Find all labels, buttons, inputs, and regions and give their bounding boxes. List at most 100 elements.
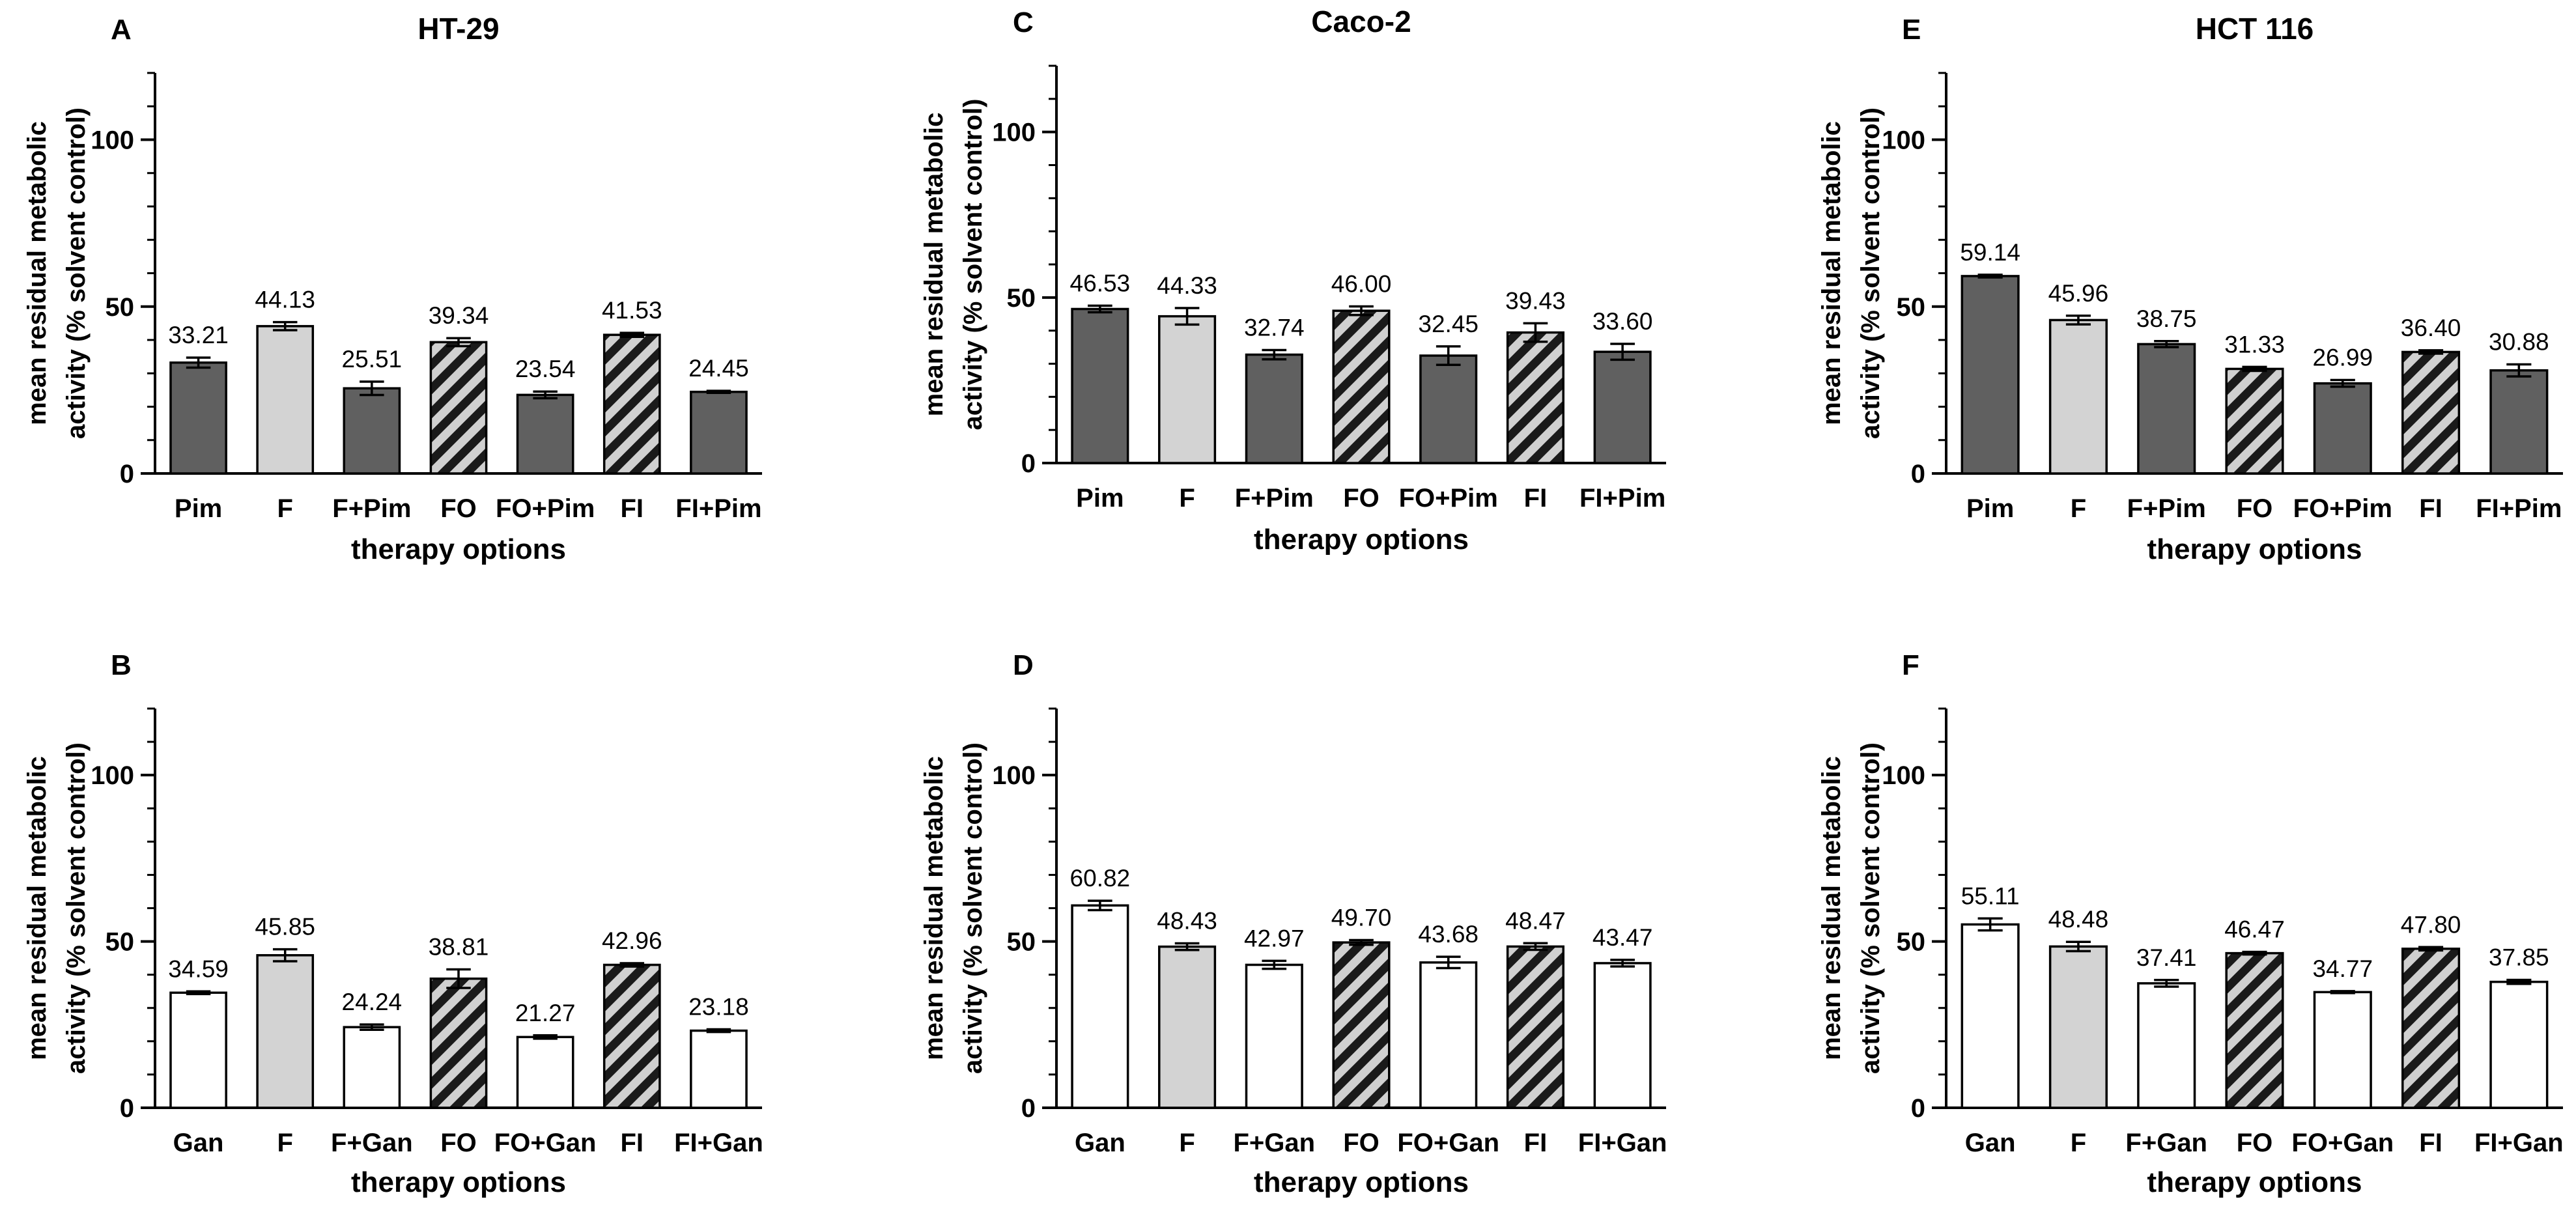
x-tick-label-e-3: F+Pim bbox=[2127, 494, 2206, 523]
bar-f-1 bbox=[1960, 923, 2020, 1109]
data-label-f-4: 46.47 bbox=[2224, 916, 2285, 943]
x-tick-label-d-3: F+Gan bbox=[1233, 1129, 1315, 1157]
bar-b-3 bbox=[343, 1026, 401, 1109]
y-tick-label-a-100: 100 bbox=[91, 126, 134, 155]
y-tick-label-f-50: 50 bbox=[1897, 928, 1926, 957]
bar-d-4 bbox=[1332, 941, 1391, 1109]
x-tick-label-a-5: FO+Pim bbox=[496, 494, 595, 523]
x-tick-label-f-3: F+Gan bbox=[2125, 1129, 2207, 1157]
x-tick-label-f-4: FO bbox=[2237, 1129, 2273, 1157]
data-label-e-6: 36.40 bbox=[2401, 315, 2461, 341]
x-tick-label-f-7: FI+Gan bbox=[2474, 1129, 2564, 1157]
data-label-d-3: 42.97 bbox=[1244, 925, 1305, 951]
data-label-f-1: 55.11 bbox=[1961, 882, 2020, 909]
bar-f-2 bbox=[2048, 945, 2108, 1109]
y-tick-label-d-50: 50 bbox=[1007, 928, 1036, 957]
x-tick-label-b-4: FO bbox=[440, 1129, 477, 1157]
y-tick-label-b-100: 100 bbox=[91, 761, 134, 790]
data-label-b-2: 45.85 bbox=[255, 914, 315, 940]
x-tick-label-d-4: FO bbox=[1343, 1129, 1380, 1157]
panel-letter-a: A bbox=[111, 14, 132, 46]
panel-letter-d: D bbox=[1013, 649, 1034, 681]
data-label-d-5: 43.68 bbox=[1418, 921, 1479, 948]
data-label-e-4: 31.33 bbox=[2224, 331, 2285, 358]
x-tick-label-e-5: FO+Pim bbox=[2293, 494, 2392, 523]
y-axis-label-b-line-1: mean residual metabolic bbox=[23, 756, 51, 1060]
y-tick-label-e-0: 0 bbox=[1911, 460, 1925, 488]
y-tick-label-f-100: 100 bbox=[1882, 761, 1925, 790]
x-tick-label-c-2: F bbox=[1179, 484, 1195, 513]
bar-e-4 bbox=[2225, 367, 2284, 475]
data-label-f-3: 37.41 bbox=[2136, 944, 2197, 971]
data-label-a-6: 41.53 bbox=[602, 297, 662, 324]
x-tick-label-c-4: FO bbox=[1343, 484, 1380, 513]
bar-f-5 bbox=[2313, 991, 2372, 1109]
bar-d-2 bbox=[1158, 945, 1217, 1109]
chart-title-a: HT-29 bbox=[418, 12, 499, 46]
bar-b-5 bbox=[516, 1035, 574, 1109]
bar-a-6 bbox=[602, 333, 661, 475]
bar-a-1 bbox=[169, 361, 227, 475]
bar-e-2 bbox=[2048, 318, 2108, 475]
x-axis-label-c: therapy options bbox=[1254, 524, 1469, 556]
y-tick-label-c-50: 50 bbox=[1007, 284, 1036, 313]
data-label-b-6: 42.96 bbox=[602, 927, 662, 954]
x-tick-label-f-6: FI bbox=[2419, 1129, 2442, 1157]
x-tick-label-d-1: Gan bbox=[1075, 1129, 1125, 1157]
bar-b-7 bbox=[690, 1029, 748, 1109]
bar-d-5 bbox=[1419, 961, 1478, 1109]
data-label-e-5: 26.99 bbox=[2312, 345, 2373, 371]
bar-d-6 bbox=[1506, 945, 1564, 1109]
x-tick-label-f-1: Gan bbox=[1965, 1129, 2016, 1157]
data-label-d-4: 49.70 bbox=[1331, 905, 1392, 931]
data-label-e-3: 38.75 bbox=[2136, 305, 2197, 332]
x-tick-label-c-5: FO+Pim bbox=[1399, 484, 1498, 513]
data-label-c-5: 32.45 bbox=[1418, 311, 1479, 337]
data-label-e-7: 30.88 bbox=[2489, 329, 2549, 356]
data-label-b-4: 38.81 bbox=[429, 933, 489, 960]
y-axis-label-d-line-1: mean residual metabolic bbox=[920, 756, 948, 1060]
bar-d-7 bbox=[1593, 962, 1652, 1109]
y-axis-label-a-line-1: mean residual metabolic bbox=[23, 121, 51, 425]
data-label-f-2: 48.48 bbox=[2048, 906, 2109, 933]
chart-title-e: HCT 116 bbox=[2196, 12, 2314, 46]
bar-f-3 bbox=[2137, 982, 2196, 1109]
x-tick-label-d-7: FI+Gan bbox=[1578, 1129, 1667, 1157]
panel-a: A HT-29 mean residual metabolic activity (%… bbox=[23, 12, 762, 565]
x-tick-label-d-6: FI bbox=[1524, 1129, 1548, 1157]
data-label-c-6: 39.43 bbox=[1505, 287, 1566, 314]
data-label-a-7: 24.45 bbox=[688, 355, 749, 382]
bar-b-2 bbox=[256, 954, 315, 1109]
panel-letter-b: B bbox=[111, 649, 132, 681]
data-label-d-7: 43.47 bbox=[1592, 924, 1653, 951]
data-label-a-1: 33.21 bbox=[168, 322, 229, 348]
y-axis-label-f-line-1: mean residual metabolic bbox=[1817, 756, 1846, 1060]
x-tick-label-a-4: FO bbox=[440, 494, 477, 523]
y-axis-label-c-line-2: activity (% solvent control) bbox=[959, 99, 987, 430]
y-axis-label-f-line-2: activity (% solvent control) bbox=[1856, 742, 1885, 1074]
y-tick-label-e-100: 100 bbox=[1882, 126, 1925, 155]
data-label-e-2: 45.96 bbox=[2048, 280, 2109, 307]
bar-c-6 bbox=[1506, 331, 1564, 464]
x-tick-label-b-6: FI bbox=[621, 1129, 644, 1157]
bar-b-6 bbox=[602, 963, 661, 1109]
data-label-c-3: 32.74 bbox=[1244, 314, 1305, 341]
y-axis-label-d-line-2: activity (% solvent control) bbox=[959, 742, 987, 1074]
data-label-b-1: 34.59 bbox=[168, 955, 229, 982]
x-axis-label-d: therapy options bbox=[1254, 1166, 1469, 1198]
x-tick-label-e-1: Pim bbox=[1966, 494, 2014, 523]
x-tick-label-e-6: FI bbox=[2419, 494, 2442, 523]
bar-e-6 bbox=[2401, 350, 2461, 475]
panel-letter-e: E bbox=[1902, 14, 1921, 46]
data-label-d-6: 48.47 bbox=[1505, 907, 1566, 934]
bar-c-3 bbox=[1245, 353, 1303, 464]
bar-f-7 bbox=[2489, 980, 2549, 1109]
data-label-f-5: 34.77 bbox=[2312, 955, 2373, 982]
y-tick-label-a-0: 0 bbox=[120, 460, 134, 488]
x-tick-label-b-1: Gan bbox=[173, 1129, 224, 1157]
bar-e-7 bbox=[2489, 369, 2549, 475]
x-tick-label-a-1: Pim bbox=[175, 494, 222, 523]
bar-c-7 bbox=[1593, 350, 1652, 464]
